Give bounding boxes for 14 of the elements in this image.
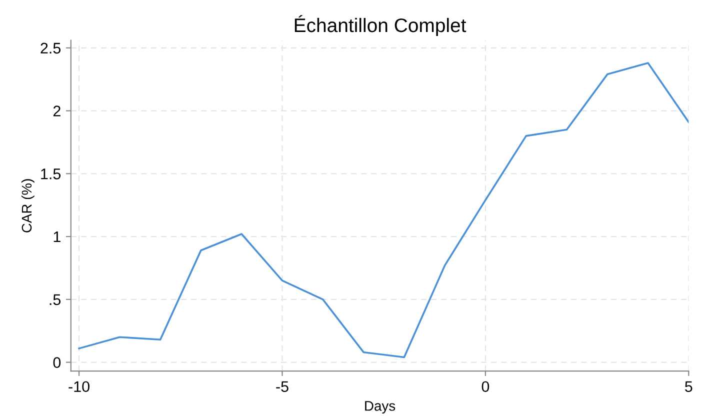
x-tick-label: 5 bbox=[685, 381, 692, 392]
x-tick-label: -10 bbox=[68, 381, 90, 392]
line-series bbox=[78, 62, 689, 358]
x-axis-title: Days bbox=[365, 401, 396, 414]
y-tick-label: 1.5 bbox=[41, 168, 61, 180]
y-tick-label: 2 bbox=[53, 106, 60, 116]
y-axis-title: CAR (%) bbox=[21, 179, 34, 232]
y-tick-label: 0 bbox=[53, 357, 61, 368]
x-tick-label: 0 bbox=[482, 381, 490, 392]
y-tick-label: .5 bbox=[50, 294, 61, 306]
x-tick-label: -5 bbox=[276, 381, 288, 392]
y-tick-label: 1 bbox=[54, 232, 60, 242]
chart-title: Échantillon Complet bbox=[294, 15, 466, 36]
y-tick-label: 2.5 bbox=[40, 42, 61, 54]
